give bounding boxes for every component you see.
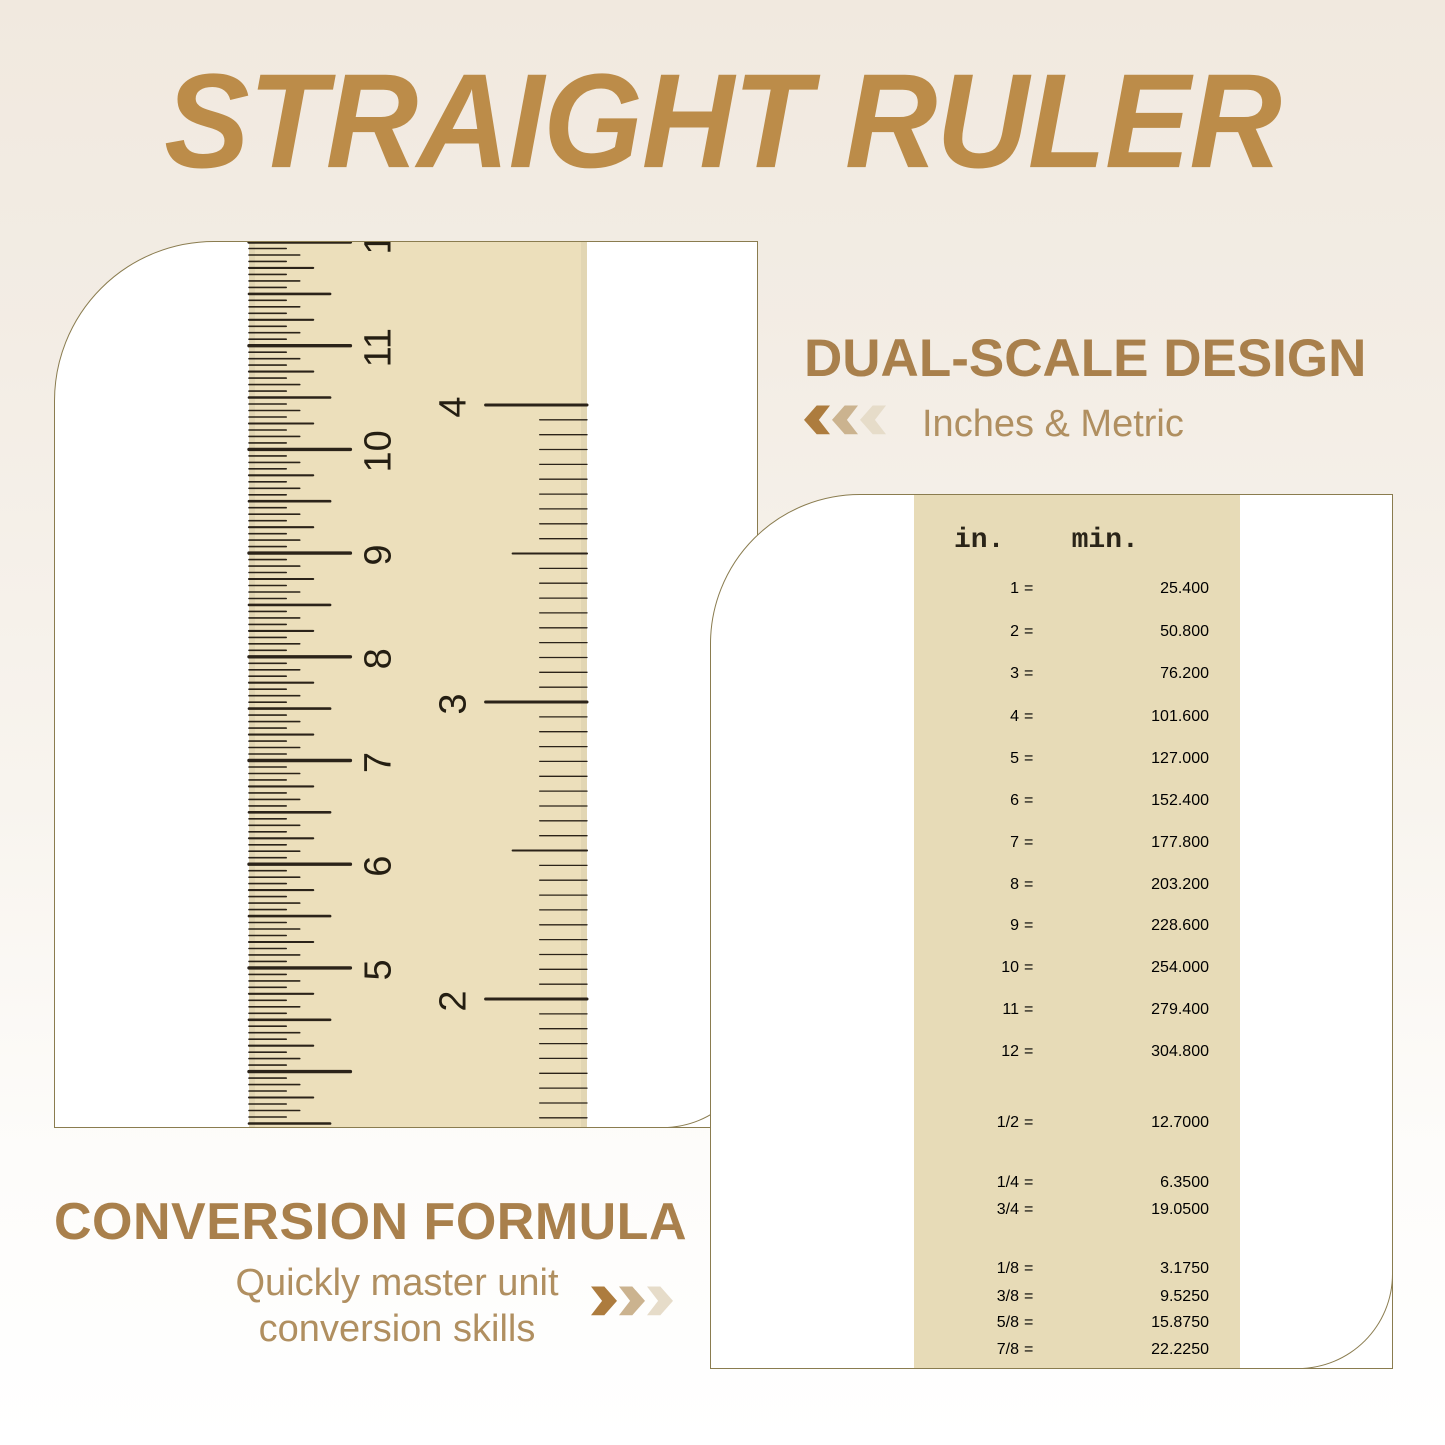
- svg-text:7: 7: [357, 752, 399, 773]
- svg-text:3: 3: [433, 693, 475, 714]
- svg-text:10: 10: [357, 430, 399, 472]
- svg-text:5: 5: [357, 959, 399, 980]
- svg-text:4: 4: [433, 396, 475, 417]
- svg-text:8: 8: [357, 648, 399, 669]
- svg-text:11: 11: [357, 328, 399, 367]
- svg-text:9: 9: [357, 545, 399, 566]
- svg-text:2: 2: [433, 990, 475, 1011]
- svg-text:6: 6: [357, 856, 399, 877]
- svg-text:1: 1: [357, 242, 399, 255]
